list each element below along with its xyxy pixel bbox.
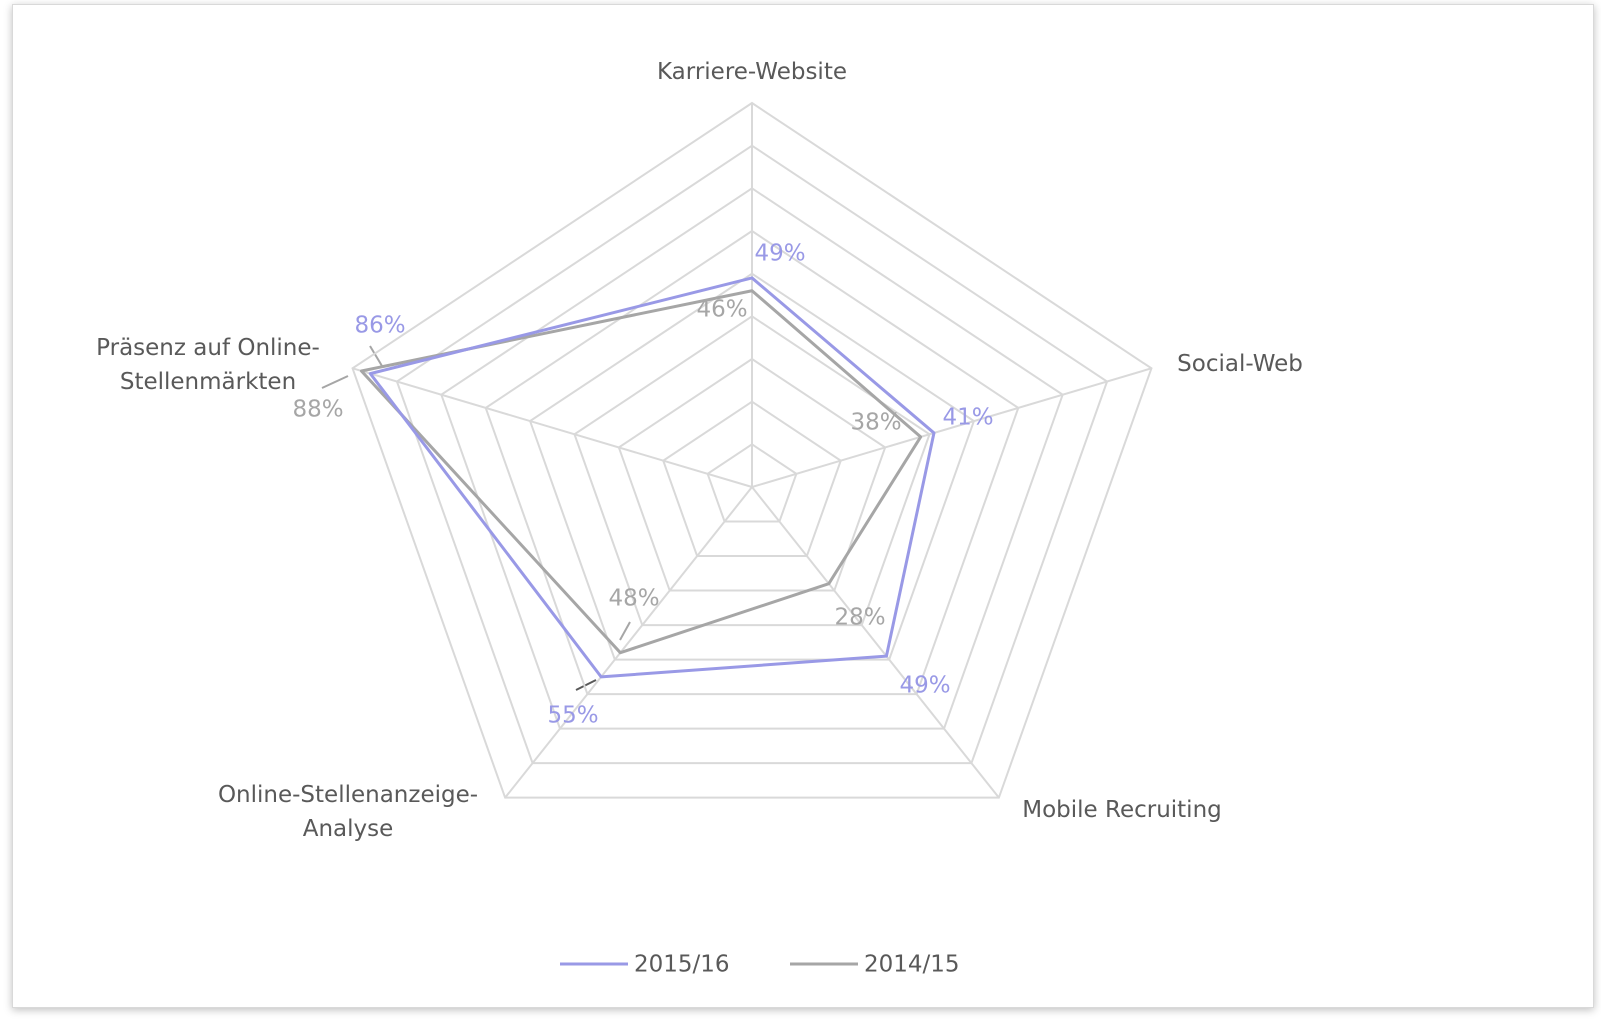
series-line bbox=[368, 276, 936, 679]
series-line bbox=[359, 289, 923, 655]
data-label: 38% bbox=[850, 410, 901, 436]
leader-line bbox=[619, 621, 631, 641]
grid-ring bbox=[351, 101, 1153, 799]
axis-spoke bbox=[504, 486, 753, 799]
category-label: Mobile Recruiting bbox=[1022, 797, 1222, 823]
axis-spoke bbox=[751, 367, 1152, 488]
leader-line bbox=[575, 679, 597, 691]
data-label: 49% bbox=[899, 673, 950, 699]
grid-ring bbox=[706, 443, 798, 523]
category-label: Online-Stellenanzeige- Analyse bbox=[217, 782, 479, 842]
grid-ring bbox=[440, 187, 1064, 730]
data-label: 86% bbox=[354, 313, 405, 339]
data-label: 88% bbox=[292, 397, 343, 423]
legend-label: 2015/16 bbox=[634, 952, 730, 978]
grid-ring bbox=[484, 229, 1020, 696]
category-label: Präsenz auf Online- Stellenmärkten bbox=[96, 335, 320, 395]
grid-ring bbox=[662, 400, 842, 558]
data-label: 55% bbox=[547, 703, 598, 729]
grid-ring bbox=[617, 357, 887, 592]
chart-frame bbox=[12, 4, 1594, 1008]
category-label: Karriere-Website bbox=[657, 59, 847, 85]
grid-ring bbox=[395, 144, 1109, 765]
category-label: Social-Web bbox=[1177, 351, 1303, 377]
data-label: 41% bbox=[942, 405, 993, 431]
leader-line bbox=[321, 375, 349, 389]
grid-ring bbox=[528, 272, 976, 661]
data-label: 28% bbox=[834, 605, 885, 631]
data-label: 49% bbox=[754, 241, 805, 267]
grid-ring bbox=[573, 315, 931, 627]
data-label: 46% bbox=[696, 297, 747, 323]
axis-spoke bbox=[352, 367, 753, 488]
axis-spoke bbox=[751, 486, 1000, 799]
legend-label: 2014/15 bbox=[864, 952, 960, 978]
data-label: 48% bbox=[608, 586, 659, 612]
leader-line bbox=[369, 345, 383, 367]
